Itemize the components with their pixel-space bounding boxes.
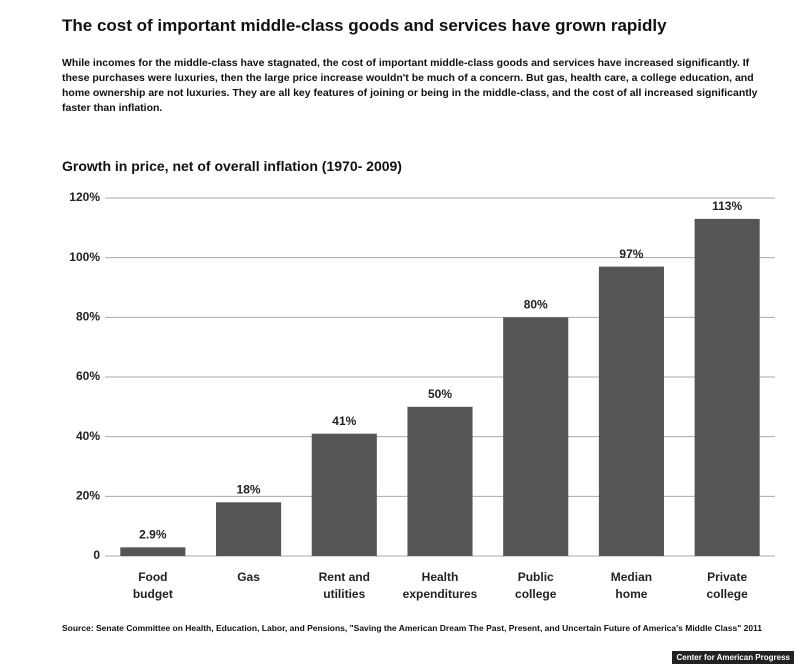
x-tick-label: Rent and utilities: [319, 570, 370, 601]
chart: 0 20% 40% 60% 80% 100% 120% Food budget 2.9% Gas 18…: [69, 190, 775, 601]
bar: [503, 317, 569, 556]
y-tick-label: 100%: [69, 250, 100, 264]
subtitle: While incomes for the middle-class have …: [62, 57, 758, 114]
x-tick-label: Public college: [515, 570, 557, 601]
bar: [407, 406, 473, 556]
x-tick-label: Median home: [611, 570, 652, 601]
chart-title: Growth in price, net of overall inflatio…: [62, 158, 402, 174]
value-label: 2.9%: [139, 528, 167, 542]
y-tick-label: 20%: [76, 489, 100, 503]
x-tick-label: Gas: [237, 570, 260, 584]
value-label: 18%: [237, 482, 261, 496]
source-note: Source: Senate Committee on Health, Educ…: [62, 623, 763, 633]
logo: Center for American Progress: [672, 651, 794, 664]
y-tick-label: 60%: [76, 369, 100, 383]
value-label: 80%: [524, 298, 548, 312]
x-tick-label: Health expenditures: [403, 570, 478, 601]
y-tick-label: 40%: [76, 429, 100, 443]
bar: [120, 547, 186, 556]
y-tick-label: 0: [93, 548, 100, 562]
y-tick-label: 80%: [76, 310, 100, 324]
bar: [694, 218, 760, 556]
bar: [311, 433, 377, 556]
value-label: 113%: [712, 199, 742, 213]
x-tick-label: Private college: [706, 570, 748, 601]
x-tick-label: Food budget: [133, 570, 173, 601]
value-label: 97%: [619, 247, 643, 261]
value-label: 41%: [332, 414, 356, 428]
bar: [598, 266, 664, 556]
value-label: 50%: [428, 387, 452, 401]
bar: [216, 502, 282, 556]
title: The cost of important middle-class goods…: [62, 16, 667, 35]
y-tick-label: 120%: [69, 190, 100, 204]
